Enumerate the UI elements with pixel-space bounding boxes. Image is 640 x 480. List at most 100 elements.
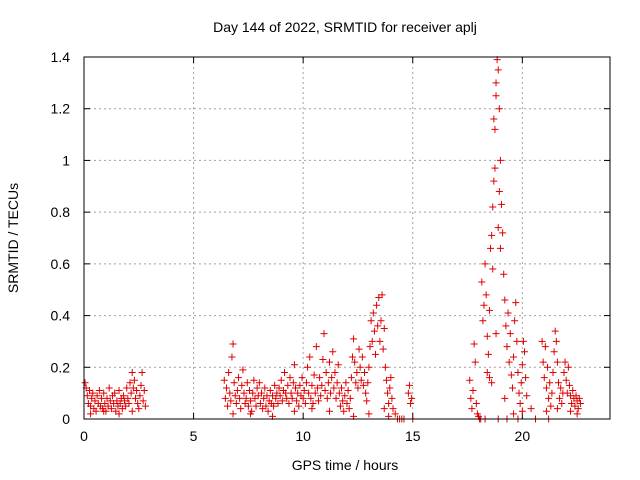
data-point bbox=[487, 244, 495, 252]
data-point bbox=[496, 244, 504, 252]
data-point bbox=[361, 368, 369, 376]
data-point bbox=[237, 405, 245, 413]
data-point bbox=[353, 368, 361, 376]
data-point bbox=[296, 381, 304, 389]
data-point bbox=[557, 384, 565, 392]
data-point bbox=[141, 402, 149, 410]
data-point bbox=[466, 376, 474, 384]
data-point bbox=[281, 368, 289, 376]
data-point bbox=[302, 379, 310, 387]
data-point bbox=[371, 350, 379, 358]
data-point bbox=[340, 407, 348, 415]
data-point bbox=[226, 389, 234, 397]
data-point bbox=[249, 389, 257, 397]
data-point bbox=[322, 368, 330, 376]
data-point bbox=[491, 125, 499, 133]
data-point bbox=[323, 394, 331, 402]
data-point bbox=[542, 407, 550, 415]
data-point bbox=[127, 389, 135, 397]
data-point bbox=[562, 376, 570, 384]
data-point bbox=[369, 309, 377, 317]
data-point bbox=[286, 374, 294, 382]
data-point bbox=[470, 340, 478, 348]
data-point bbox=[255, 379, 263, 387]
data-point bbox=[331, 368, 339, 376]
data-point bbox=[489, 265, 497, 273]
data-point bbox=[304, 363, 312, 371]
data-point bbox=[558, 399, 566, 407]
data-point bbox=[541, 343, 549, 351]
data-point bbox=[256, 399, 264, 407]
data-point bbox=[287, 389, 295, 397]
data-point bbox=[495, 187, 503, 195]
data-point bbox=[482, 291, 490, 299]
data-point bbox=[574, 405, 582, 413]
chart-title: Day 144 of 2022, SRMTID for receiver apl… bbox=[213, 19, 477, 35]
data-point bbox=[328, 374, 336, 382]
data-point bbox=[370, 327, 378, 335]
data-point bbox=[553, 358, 561, 366]
data-point bbox=[277, 376, 285, 384]
data-point bbox=[289, 379, 297, 387]
data-point bbox=[311, 389, 319, 397]
data-point bbox=[276, 392, 284, 400]
data-point bbox=[252, 402, 260, 410]
data-point bbox=[491, 164, 499, 172]
data-point bbox=[388, 394, 396, 402]
data-point bbox=[231, 392, 239, 400]
data-point bbox=[138, 368, 146, 376]
data-point bbox=[389, 405, 397, 413]
data-point bbox=[229, 410, 237, 418]
data-point bbox=[467, 394, 475, 402]
data-point bbox=[92, 407, 100, 415]
data-point bbox=[365, 410, 373, 418]
data-point bbox=[308, 405, 316, 413]
data-point bbox=[316, 374, 324, 382]
data-point bbox=[471, 358, 479, 366]
data-point bbox=[484, 350, 492, 358]
data-point bbox=[244, 402, 252, 410]
data-point bbox=[364, 379, 372, 387]
data-point bbox=[275, 384, 283, 392]
data-point bbox=[488, 231, 496, 239]
data-point bbox=[225, 368, 233, 376]
data-point bbox=[355, 345, 363, 353]
data-point bbox=[363, 397, 371, 405]
data-point bbox=[519, 337, 527, 345]
data-point bbox=[506, 330, 514, 338]
data-point bbox=[325, 358, 333, 366]
data-point bbox=[549, 368, 557, 376]
data-point bbox=[500, 270, 508, 278]
data-point bbox=[343, 399, 351, 407]
data-point bbox=[539, 358, 547, 366]
data-point bbox=[128, 407, 136, 415]
data-point bbox=[342, 379, 350, 387]
data-point bbox=[317, 392, 325, 400]
y-tick-label: 0.4 bbox=[51, 308, 71, 324]
data-point bbox=[89, 389, 97, 397]
data-point bbox=[115, 387, 123, 395]
data-point bbox=[498, 200, 506, 208]
data-point bbox=[284, 381, 292, 389]
data-point bbox=[386, 384, 394, 392]
data-point bbox=[408, 394, 416, 402]
data-point bbox=[551, 327, 559, 335]
data-point bbox=[488, 379, 496, 387]
data-point bbox=[285, 399, 293, 407]
data-point bbox=[490, 115, 498, 123]
data-point bbox=[521, 348, 529, 356]
data-point bbox=[472, 399, 480, 407]
data-point bbox=[105, 384, 113, 392]
data-point bbox=[334, 361, 342, 369]
data-point bbox=[338, 384, 346, 392]
data-points bbox=[81, 56, 584, 423]
data-point bbox=[510, 353, 518, 361]
data-point bbox=[125, 399, 133, 407]
data-point bbox=[483, 368, 491, 376]
data-point bbox=[243, 379, 251, 387]
data-point bbox=[100, 407, 108, 415]
data-point bbox=[516, 399, 524, 407]
data-point bbox=[93, 392, 101, 400]
data-point bbox=[111, 389, 119, 397]
data-point bbox=[313, 384, 321, 392]
